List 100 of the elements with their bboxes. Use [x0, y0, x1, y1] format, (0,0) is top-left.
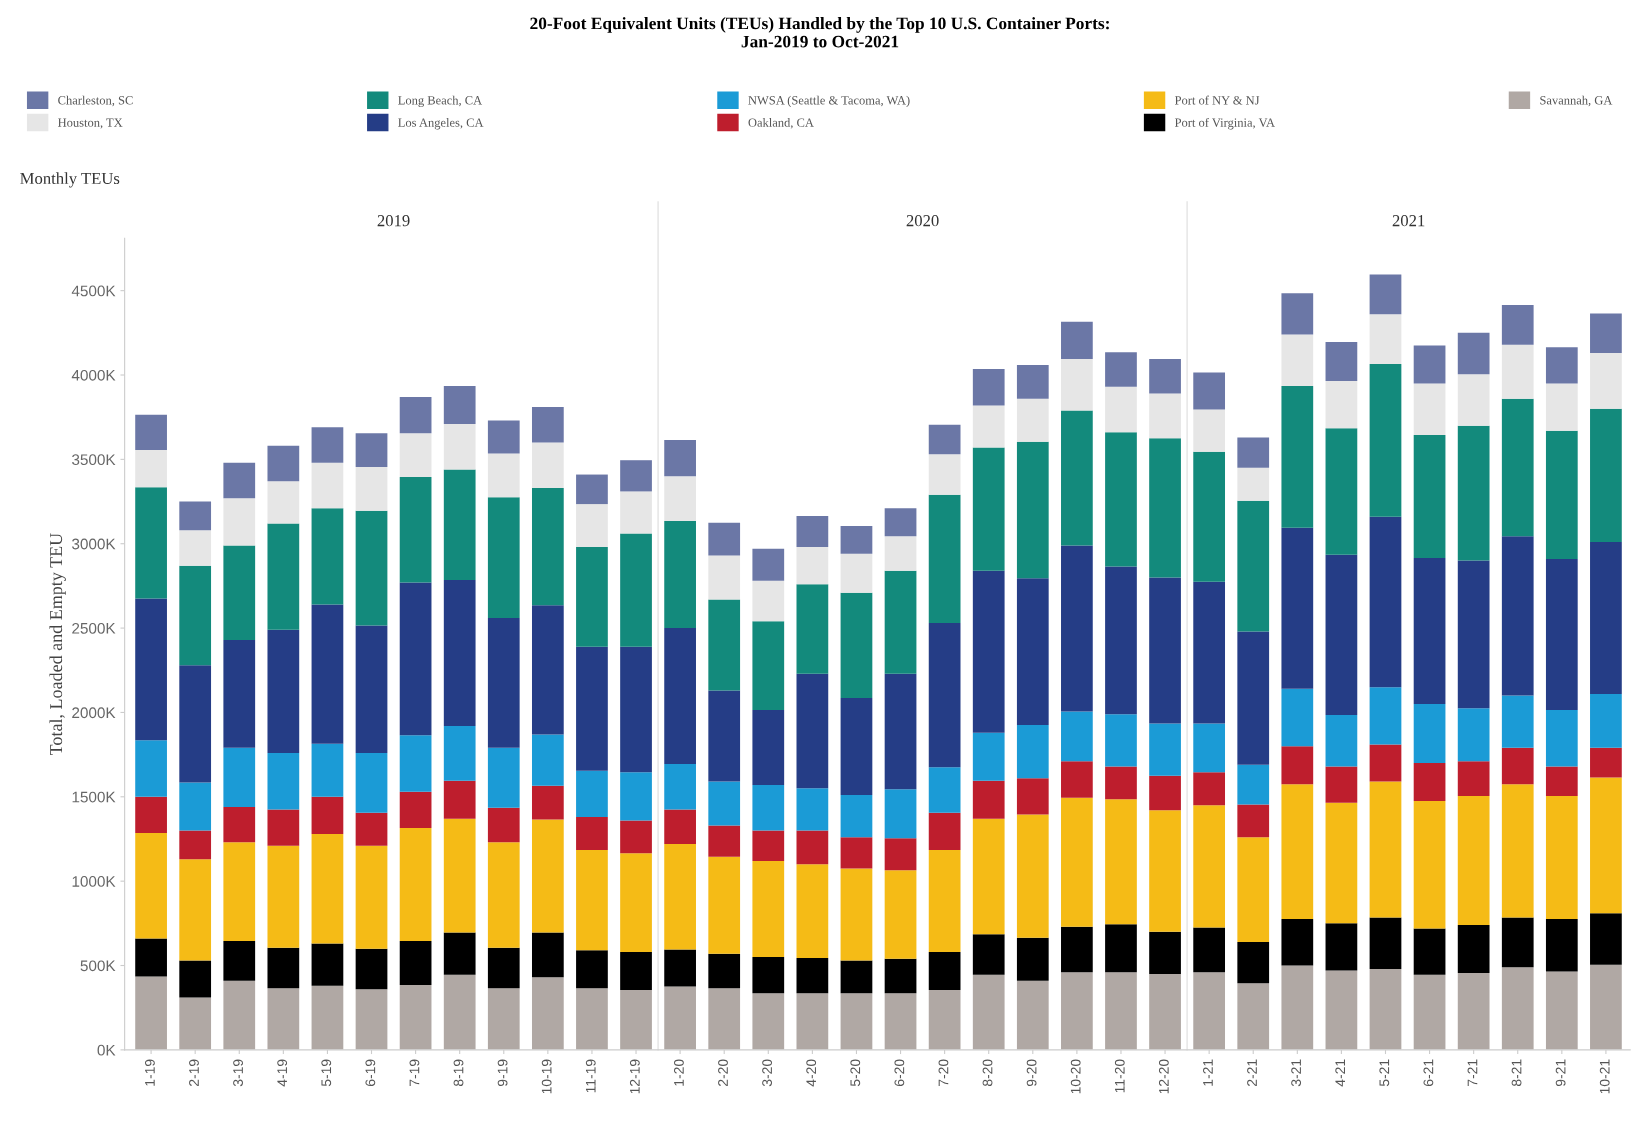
bar — [1281, 746, 1314, 785]
bar — [1457, 925, 1490, 974]
bar — [840, 993, 873, 1050]
bar — [1457, 560, 1490, 709]
bar — [664, 439, 696, 477]
bar — [928, 989, 961, 1050]
bar — [1457, 708, 1490, 762]
text: 2019 — [377, 215, 410, 227]
bar — [796, 673, 829, 789]
bar — [752, 709, 785, 785]
bar — [1105, 714, 1137, 767]
bar — [1501, 695, 1534, 748]
bar — [443, 974, 476, 1050]
bar — [135, 598, 167, 741]
bar — [664, 844, 696, 950]
bar — [1457, 332, 1490, 375]
bar — [1590, 913, 1622, 965]
bar — [664, 520, 696, 629]
bar — [664, 628, 696, 764]
bar — [972, 732, 1005, 781]
x-tick-label: 8-21 — [1511, 1059, 1522, 1087]
bar — [1193, 409, 1226, 452]
bar — [311, 462, 344, 509]
bar — [223, 462, 256, 499]
bar — [1105, 924, 1137, 973]
bar — [135, 796, 167, 834]
bar — [267, 629, 300, 753]
bar — [884, 789, 917, 839]
y-tick-label: 500K — [80, 960, 116, 972]
bar — [1016, 364, 1049, 399]
bar — [620, 989, 652, 1050]
bar — [840, 553, 873, 593]
bar — [487, 947, 520, 989]
bar — [399, 582, 432, 736]
bar — [620, 533, 652, 647]
bar — [796, 830, 829, 865]
legend-label: Los Angeles, CA — [398, 118, 484, 130]
bar — [576, 817, 608, 850]
bar — [1325, 802, 1358, 924]
bar — [311, 833, 344, 944]
bar — [311, 985, 344, 1050]
bar — [708, 599, 741, 691]
bar — [1281, 334, 1314, 386]
bar — [620, 491, 652, 534]
bar — [972, 447, 1005, 571]
bar — [355, 433, 388, 467]
bar — [620, 952, 652, 990]
bar — [1149, 931, 1181, 974]
bar — [1016, 778, 1049, 815]
legend-label: Port of Virginia, VA — [1174, 117, 1275, 130]
bar — [1325, 554, 1358, 715]
bar — [1105, 972, 1137, 1050]
bar — [884, 958, 917, 994]
bar — [884, 570, 917, 674]
bar — [1105, 352, 1137, 387]
x-tick-label: 4-21 — [1335, 1059, 1345, 1087]
bar — [1501, 536, 1534, 696]
bar — [796, 547, 829, 585]
x-tick-label: 12-19 — [629, 1059, 640, 1094]
bar — [1325, 766, 1358, 803]
bar — [311, 796, 344, 834]
bar — [972, 780, 1005, 819]
x-tick-label: 11-20 — [1114, 1059, 1125, 1093]
x-tick-label: 10-20 — [1070, 1059, 1081, 1094]
bar — [752, 830, 785, 861]
legend-label: Long Beach, CA — [398, 95, 483, 108]
bar — [531, 819, 564, 933]
bar — [1501, 784, 1534, 918]
bar — [840, 837, 873, 869]
bar — [576, 988, 608, 1050]
bar — [179, 665, 212, 783]
bar — [1105, 386, 1137, 433]
bar — [531, 488, 564, 606]
bar — [708, 555, 741, 600]
x-tick-label: 6-20 — [894, 1059, 905, 1086]
bar — [179, 997, 212, 1050]
bar — [1016, 814, 1049, 938]
bar — [1413, 558, 1446, 705]
bar — [311, 743, 344, 797]
bar — [223, 941, 256, 981]
bar — [620, 820, 652, 854]
legend-label: Oakland, CA — [748, 118, 814, 129]
bar — [1413, 345, 1446, 384]
bar — [443, 780, 476, 819]
legend-label: Savannah, GA — [1540, 95, 1613, 107]
bar — [708, 690, 741, 782]
bar — [179, 782, 212, 831]
bar — [531, 932, 564, 978]
x-tick-label: 8-19 — [453, 1059, 464, 1087]
y-tick-label: 3000K — [72, 538, 116, 550]
y-tick-label: 1500K — [72, 791, 116, 803]
x-tick-label: 3-20 — [762, 1059, 773, 1087]
bar — [443, 469, 476, 580]
bar — [531, 605, 564, 735]
bar — [1325, 380, 1358, 429]
bar — [1545, 430, 1578, 559]
bar — [708, 953, 741, 989]
bar — [1193, 451, 1226, 582]
chart-title: 20-Foot Equivalent Units (TEUs) Handled by the Top 10 U.S. Container Ports: Jan-2019 to Oct-2021 — [530, 17, 1109, 48]
bar — [1149, 973, 1181, 1050]
